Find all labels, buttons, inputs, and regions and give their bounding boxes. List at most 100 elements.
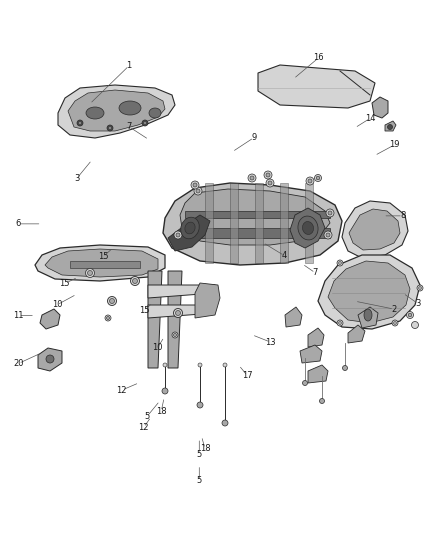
Polygon shape (148, 285, 215, 298)
Text: 15: 15 (139, 306, 150, 314)
Text: 16: 16 (314, 53, 324, 62)
Text: 14: 14 (365, 114, 375, 123)
Polygon shape (58, 85, 175, 138)
Circle shape (408, 313, 412, 317)
Ellipse shape (119, 101, 141, 115)
Circle shape (308, 179, 312, 183)
Circle shape (266, 179, 274, 187)
Circle shape (411, 321, 418, 328)
Circle shape (176, 311, 180, 316)
Polygon shape (300, 345, 322, 363)
Polygon shape (342, 201, 408, 258)
Polygon shape (68, 90, 165, 131)
Circle shape (418, 287, 421, 289)
Circle shape (107, 296, 117, 305)
Circle shape (163, 363, 167, 367)
Text: 10: 10 (152, 343, 163, 352)
Circle shape (133, 279, 138, 284)
Polygon shape (185, 228, 330, 238)
Circle shape (105, 315, 111, 321)
Circle shape (392, 320, 398, 326)
Text: 10: 10 (52, 301, 62, 309)
Ellipse shape (364, 309, 372, 321)
Circle shape (106, 317, 110, 319)
Ellipse shape (303, 222, 314, 235)
Text: 8: 8 (400, 212, 406, 220)
Circle shape (248, 174, 256, 182)
Circle shape (324, 231, 332, 239)
Text: 9: 9 (251, 133, 257, 142)
Polygon shape (163, 183, 342, 265)
Text: 19: 19 (389, 141, 399, 149)
Ellipse shape (298, 216, 318, 240)
Circle shape (319, 399, 325, 403)
Text: 12: 12 (117, 386, 127, 394)
Text: 1: 1 (127, 61, 132, 70)
Circle shape (194, 187, 202, 195)
Polygon shape (255, 183, 263, 263)
Text: 18: 18 (156, 407, 166, 416)
Circle shape (110, 298, 114, 303)
Circle shape (198, 363, 202, 367)
Polygon shape (180, 189, 330, 245)
Circle shape (266, 173, 270, 177)
Circle shape (196, 189, 200, 193)
Polygon shape (35, 245, 165, 281)
Circle shape (393, 321, 396, 325)
Circle shape (78, 122, 81, 125)
Polygon shape (230, 183, 238, 263)
Polygon shape (258, 65, 375, 108)
Ellipse shape (149, 108, 161, 118)
Polygon shape (358, 307, 378, 328)
Circle shape (174, 231, 182, 239)
Circle shape (314, 174, 321, 182)
Circle shape (316, 176, 320, 180)
Text: 15: 15 (60, 279, 70, 288)
Circle shape (131, 277, 139, 286)
Text: 20: 20 (13, 359, 24, 368)
Polygon shape (70, 261, 140, 268)
Polygon shape (168, 271, 182, 368)
Circle shape (406, 311, 413, 319)
Text: 17: 17 (242, 372, 253, 380)
Circle shape (326, 209, 334, 217)
Circle shape (337, 320, 343, 326)
Polygon shape (328, 261, 410, 323)
Circle shape (388, 125, 392, 130)
Polygon shape (185, 211, 330, 218)
Text: 5: 5 (197, 477, 202, 485)
Circle shape (142, 120, 148, 126)
Circle shape (162, 388, 168, 394)
Circle shape (264, 171, 272, 179)
Circle shape (417, 285, 423, 291)
Circle shape (326, 233, 330, 237)
Text: 4: 4 (282, 252, 287, 260)
Polygon shape (45, 249, 158, 277)
Text: 3: 3 (416, 300, 421, 308)
Circle shape (191, 181, 199, 189)
Polygon shape (318, 255, 420, 329)
Polygon shape (290, 208, 325, 248)
Circle shape (109, 126, 112, 130)
Circle shape (88, 271, 92, 276)
Circle shape (343, 366, 347, 370)
Text: 18: 18 (200, 445, 210, 453)
Ellipse shape (86, 107, 104, 119)
Ellipse shape (181, 217, 199, 239)
Polygon shape (40, 309, 60, 329)
Polygon shape (349, 209, 400, 250)
Text: 5: 5 (197, 450, 202, 458)
Polygon shape (372, 97, 388, 118)
Polygon shape (385, 121, 396, 131)
Polygon shape (205, 183, 213, 263)
Polygon shape (308, 365, 328, 383)
Circle shape (85, 269, 95, 278)
Circle shape (303, 381, 307, 385)
Polygon shape (308, 328, 324, 347)
Circle shape (197, 402, 203, 408)
Text: 2: 2 (392, 305, 397, 313)
Polygon shape (168, 215, 210, 251)
Text: 7: 7 (313, 269, 318, 277)
Polygon shape (305, 183, 313, 263)
Circle shape (193, 183, 197, 187)
